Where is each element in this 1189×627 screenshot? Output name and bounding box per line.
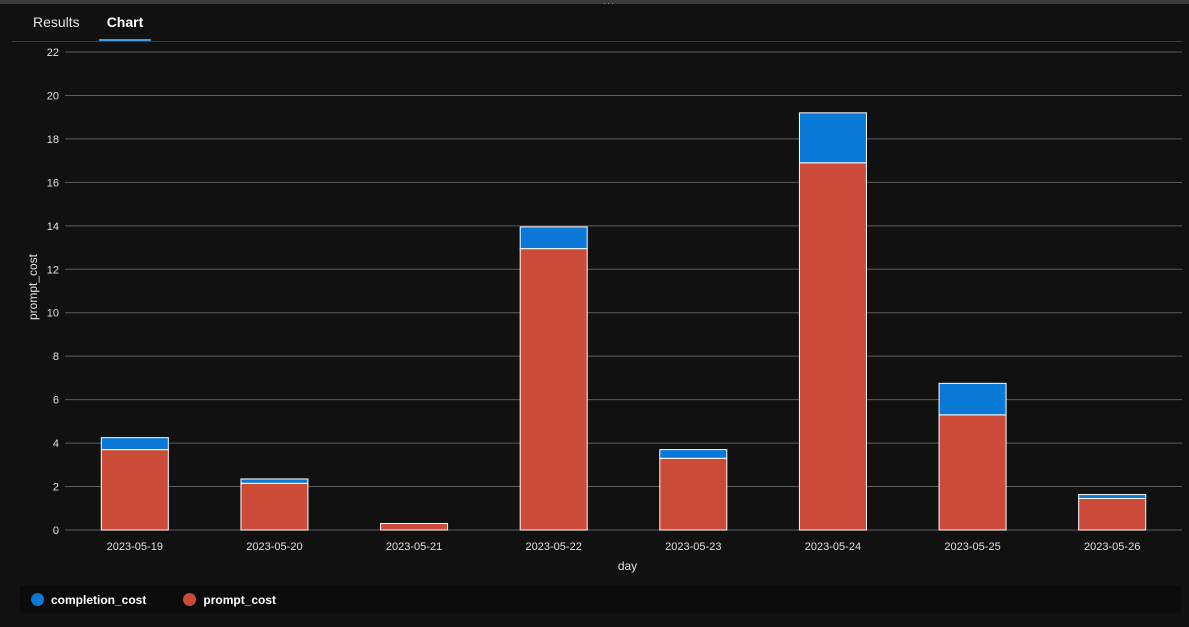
y-tick-label: 14 xyxy=(47,221,59,233)
tab-results[interactable]: Results xyxy=(33,14,80,30)
y-axis-label: prompt_cost xyxy=(26,253,40,320)
y-tick-label: 0 xyxy=(53,525,59,537)
x-tick-label: 2023-05-21 xyxy=(386,541,442,553)
bar-completion-cost-2023-05-26 xyxy=(1078,494,1147,499)
y-tick-label: 2 xyxy=(53,482,59,494)
x-tick-label: 2023-05-22 xyxy=(526,541,582,553)
y-tick-label: 12 xyxy=(47,264,59,276)
legend-item-completion-cost[interactable]: completion_cost xyxy=(31,593,146,607)
x-tick-label: 2023-05-20 xyxy=(246,541,302,553)
y-tick-label: 18 xyxy=(47,134,59,146)
bar-prompt-cost-2023-05-25 xyxy=(938,414,1007,531)
legend-swatch-completion-cost xyxy=(31,593,44,606)
legend-label-prompt-cost: prompt_cost xyxy=(203,592,277,607)
bar-completion-cost-2023-05-23 xyxy=(659,449,728,459)
bar-prompt-cost-2023-05-26 xyxy=(1078,497,1147,531)
bar-completion-cost-2023-05-24 xyxy=(798,112,867,164)
x-tick-label: 2023-05-26 xyxy=(1084,541,1140,553)
resize-grip-icon[interactable]: ··· xyxy=(603,0,615,8)
x-axis-label: day xyxy=(618,559,637,573)
bar-prompt-cost-2023-05-24 xyxy=(798,162,867,531)
y-tick-label: 6 xyxy=(53,395,59,407)
bar-prompt-cost-2023-05-19 xyxy=(100,449,169,531)
y-tick-label: 10 xyxy=(47,308,59,320)
y-tick-label: 8 xyxy=(53,351,59,363)
chart-legend: completion_cost prompt_cost xyxy=(20,586,1181,613)
bar-completion-cost-2023-05-25 xyxy=(938,382,1007,416)
x-tick-label: 2023-05-24 xyxy=(805,541,861,553)
legend-swatch-prompt-cost xyxy=(183,593,197,606)
tab-bar: Results Chart xyxy=(12,4,1182,42)
y-tick-label: 20 xyxy=(47,90,59,102)
bar-prompt-cost-2023-05-21 xyxy=(380,522,449,531)
x-tick-label: 2023-05-23 xyxy=(665,541,721,553)
x-tick-label: 2023-05-25 xyxy=(944,541,1000,553)
bar-prompt-cost-2023-05-23 xyxy=(659,457,728,531)
legend-item-prompt-cost[interactable]: prompt_cost xyxy=(183,593,276,607)
bar-completion-cost-2023-05-19 xyxy=(100,437,169,451)
bar-completion-cost-2023-05-22 xyxy=(519,226,588,250)
x-tick-label: 2023-05-19 xyxy=(107,541,163,553)
bar-completion-cost-2023-05-20 xyxy=(240,478,309,484)
bar-prompt-cost-2023-05-20 xyxy=(240,482,309,531)
legend-label-completion-cost: completion_cost xyxy=(51,592,147,607)
tab-chart[interactable]: Chart xyxy=(98,4,152,41)
y-tick-label: 16 xyxy=(47,177,59,189)
bar-prompt-cost-2023-05-22 xyxy=(519,248,588,531)
y-tick-label: 22 xyxy=(47,47,59,59)
stacked-bar-chart: 0 2 4 6 8 10 12 14 16 18 20 22 2023-05-19 2023-05-20 2… xyxy=(26,47,1182,573)
top-border xyxy=(0,0,1189,4)
y-tick-label: 4 xyxy=(53,438,59,450)
